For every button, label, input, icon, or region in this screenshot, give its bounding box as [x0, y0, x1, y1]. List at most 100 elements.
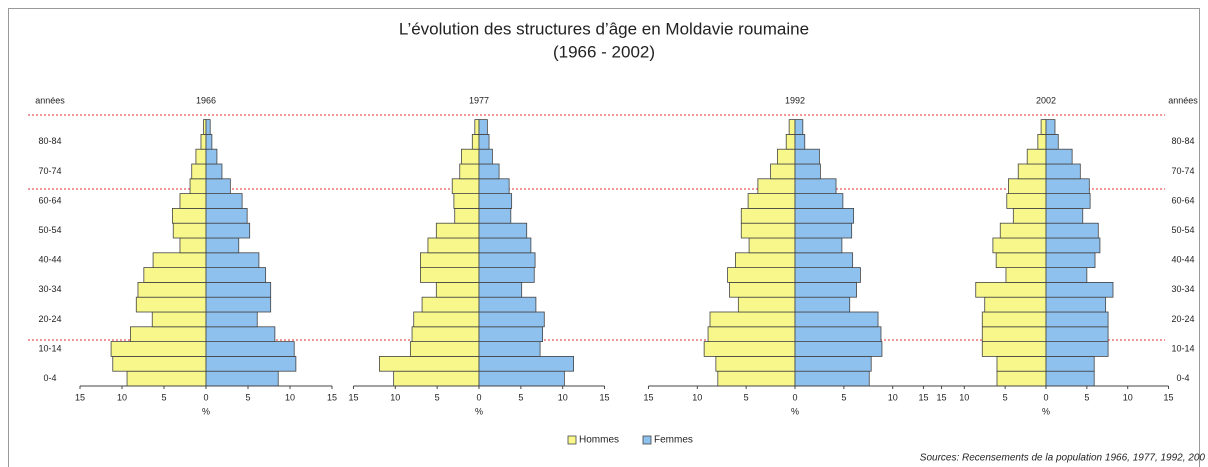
frame: [8, 8, 1200, 467]
bar: [459, 163, 480, 180]
x-tick-label: 5: [841, 392, 846, 402]
bar: [1045, 193, 1091, 209]
bar: [727, 267, 796, 283]
bar: [975, 281, 1047, 298]
bar: [794, 178, 837, 195]
bar: [1008, 178, 1047, 195]
bar: [478, 355, 574, 372]
x-tick-label: 0: [1043, 392, 1048, 402]
y-tick-label: 10-14: [1171, 343, 1194, 353]
bar: [478, 178, 510, 195]
y-tick-label: 0-4: [1176, 373, 1189, 383]
x-tick-label: 10: [888, 392, 898, 402]
bar: [191, 163, 207, 180]
bar: [205, 311, 258, 328]
bar: [1045, 119, 1056, 135]
chart-subtitle: (1966 - 2002): [553, 42, 655, 61]
bar: [794, 267, 861, 283]
bar: [200, 133, 207, 150]
bar: [794, 148, 820, 165]
y-tick-label: 30-34: [38, 284, 61, 294]
panel-title: 1977: [469, 95, 489, 105]
x-tick-label: 10: [1123, 392, 1133, 402]
bar: [992, 237, 1047, 254]
bar: [205, 133, 213, 150]
bar: [195, 148, 207, 165]
x-tick-label: 10: [117, 392, 127, 402]
bar: [1012, 207, 1047, 224]
bar: [794, 193, 844, 209]
bar: [205, 119, 211, 135]
x-axis-label: %: [791, 406, 799, 416]
bar: [478, 326, 544, 342]
bar: [205, 341, 295, 357]
x-tick-label: 10: [390, 392, 400, 402]
bar: [110, 341, 207, 357]
bar: [420, 252, 480, 269]
bar: [785, 133, 796, 150]
bar: [478, 341, 541, 357]
y-axis-label: années: [35, 95, 65, 105]
bar: [378, 355, 480, 372]
bar: [794, 311, 879, 328]
bar: [172, 222, 207, 239]
x-tick-label: 15: [643, 392, 653, 402]
bar: [189, 178, 207, 195]
bar: [411, 326, 480, 342]
x-tick-label: 5: [161, 392, 166, 402]
x-tick-label: 15: [937, 392, 947, 402]
bar: [427, 237, 480, 254]
y-tick-label: 50-54: [38, 225, 61, 235]
bar: [471, 133, 480, 150]
x-tick-label: 15: [918, 392, 928, 402]
bar: [794, 355, 872, 372]
legend-label: Femmes: [654, 435, 693, 446]
bar: [393, 370, 480, 387]
bar: [205, 296, 272, 313]
bar: [1026, 148, 1047, 165]
y-tick-label: 50-54: [1171, 225, 1194, 235]
bar: [137, 281, 207, 298]
x-tick-label: 5: [1084, 392, 1089, 402]
bar: [737, 296, 796, 313]
y-tick-label: 70-74: [1171, 166, 1194, 176]
legend-swatch: [642, 435, 652, 445]
x-tick-label: 15: [348, 392, 358, 402]
bar: [171, 207, 207, 224]
panel-title: 1966: [196, 95, 216, 105]
bar: [794, 119, 804, 135]
bar: [420, 267, 480, 283]
legend-swatch: [567, 435, 577, 445]
bar: [478, 119, 488, 135]
bar: [1045, 237, 1101, 254]
bar: [435, 222, 480, 239]
bar: [757, 178, 796, 195]
bar: [740, 207, 796, 224]
bar: [1045, 252, 1096, 269]
bar: [129, 326, 207, 342]
bar: [1045, 311, 1109, 328]
bar: [1017, 163, 1047, 180]
x-tick-label: 0: [792, 392, 797, 402]
bar: [709, 311, 796, 328]
bar: [794, 252, 854, 269]
bar: [717, 370, 796, 387]
x-tick-label: 10: [285, 392, 295, 402]
bar: [794, 281, 857, 298]
bar: [794, 341, 883, 357]
bar: [1045, 296, 1107, 313]
bar: [435, 281, 480, 298]
bar: [1037, 133, 1047, 150]
bar: [794, 222, 853, 239]
bar: [409, 341, 480, 357]
bar: [995, 252, 1047, 269]
bar: [996, 370, 1047, 387]
bar: [453, 193, 480, 209]
y-tick-label: 60-64: [38, 195, 61, 205]
x-tick-label: 5: [435, 392, 440, 402]
x-axis-label: %: [202, 406, 210, 416]
y-axis-label: années: [1168, 95, 1198, 105]
bar: [729, 281, 796, 298]
bar: [205, 207, 248, 224]
panel-title: 1992: [785, 95, 805, 105]
